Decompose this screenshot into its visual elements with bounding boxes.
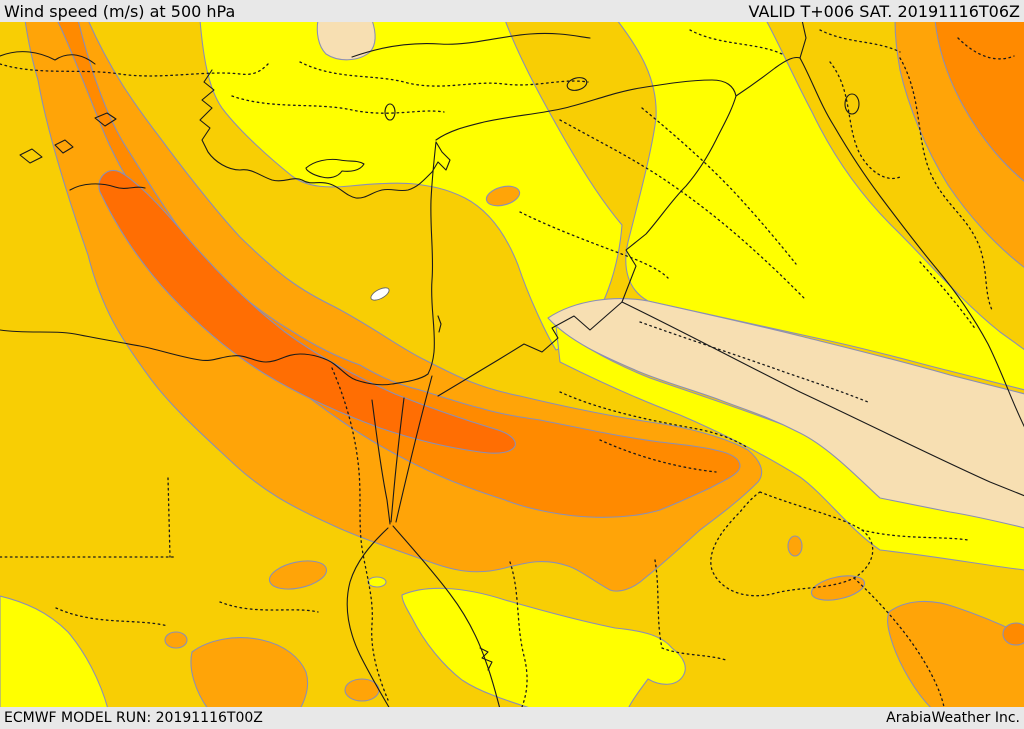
contour-band-yellow	[0, 19, 1024, 710]
coastline-gulf-of-aqaba	[390, 397, 405, 523]
brand-label: ArabiaWeather Inc.	[886, 710, 1020, 726]
border-saudi-iraq	[621, 301, 1024, 497]
coastline-black-sea	[351, 32, 591, 58]
lake-van	[566, 77, 588, 91]
aegean-island	[19, 148, 43, 164]
border-jordan-saudi	[437, 301, 623, 397]
border-turkey-iran	[735, 19, 807, 97]
dead-sea	[437, 315, 442, 333]
cyprus-island	[305, 158, 365, 179]
coastline-red-sea-west	[346, 527, 391, 710]
map-title: Wind speed (m/s) at 500 hPa	[4, 1, 236, 21]
aegean-island	[54, 139, 74, 154]
coastline-anatolia-levant-egypt	[0, 69, 451, 386]
border-jordan-iraq-syria	[621, 95, 737, 303]
country-borders-and-coastlines	[0, 19, 1024, 710]
title-bar: Wind speed (m/s) at 500 hPa VALID T+006 …	[0, 0, 1024, 22]
border-turkey-syria-iraq	[435, 79, 737, 141]
footer-bar: ECMWF MODEL RUN: 20191116T00Z ArabiaWeat…	[0, 707, 1024, 729]
coastline-red-sea-east	[392, 525, 501, 710]
coastline-red-sea-bay	[479, 647, 493, 671]
valid-time-label: VALID T+006 SAT. 20191116T06Z	[748, 1, 1020, 21]
coastline-nw-corner	[0, 51, 96, 65]
coastline-gulf-of-suez	[371, 399, 391, 525]
dotted-borders-and-rivers	[0, 29, 1015, 708]
aegean-island	[94, 112, 117, 127]
border-egypt-israel	[395, 375, 433, 523]
contour-band-cream	[316, 19, 1024, 529]
lake-urmia	[844, 93, 860, 115]
model-run-label: ECMWF MODEL RUN: 20191116T00Z	[4, 710, 263, 726]
contour-minimum-white-spot	[370, 287, 390, 301]
lake-tuz	[384, 103, 396, 121]
border-iran-iraq	[799, 57, 1024, 428]
crete-island	[69, 183, 146, 191]
